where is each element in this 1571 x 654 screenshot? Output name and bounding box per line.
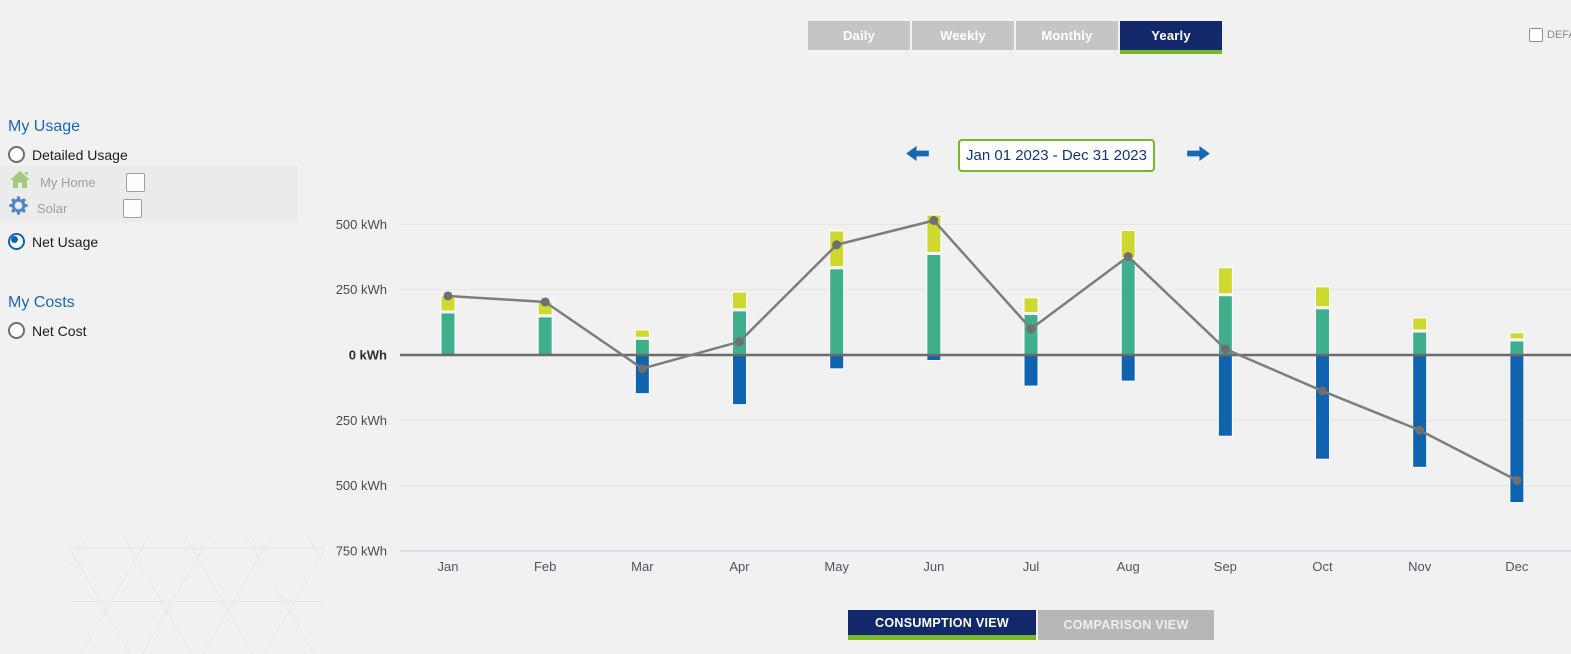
bar-blue-may[interactable] [829,354,845,370]
previous-period-arrow[interactable] [905,145,930,167]
my-home-label: My Home [40,174,96,190]
bar-yellow-jul[interactable] [1023,297,1039,314]
net-usage-label: Net Usage [32,233,99,250]
net-usage-point-mar[interactable] [637,364,647,374]
y-axis-tick-label: 250 kWh [336,413,387,428]
detailed-usage-option[interactable]: Detailed Usage [8,146,128,163]
y-axis-tick-label: 750 kWh [336,543,387,558]
net-usage-point-apr[interactable] [735,337,745,347]
net-usage-point-sep[interactable] [1220,344,1230,354]
tab-weekly[interactable]: Weekly [912,21,1014,50]
next-period-arrow[interactable] [1186,145,1211,167]
bar-yellow-oct[interactable] [1315,286,1331,308]
bar-green-apr[interactable] [732,310,748,356]
bar-green-feb[interactable] [537,316,553,356]
bar-green-oct[interactable] [1315,308,1331,356]
bar-green-jan[interactable] [440,312,456,356]
solar-checkbox[interactable] [123,198,142,218]
bar-yellow-dec[interactable] [1509,332,1525,340]
net-usage-point-nov[interactable] [1415,425,1425,435]
bar-green-jun[interactable] [926,253,942,356]
usage-chart-svg: 500 kWh 250 kWh 0 kWh 250 kWh 500 kWh 750 kWh… [336,214,1571,574]
period-tabs: Daily Weekly Monthly Yearly [808,21,1222,54]
default-checkbox-row: DEFA [1529,28,1571,42]
x-axis-month-label: Sep [1214,559,1237,574]
bar-green-dec[interactable] [1509,340,1525,356]
my-costs-heading: My Costs [8,294,75,311]
net-usage-point-jan[interactable] [443,291,453,301]
bar-blue-oct[interactable] [1315,354,1331,460]
y-axis-tick-label: 500 kWh [336,478,387,493]
detailed-usage-panel: My Home Solar [0,166,298,222]
consumption-view-button[interactable]: CONSUMPTION VIEW [848,610,1036,640]
detailed-usage-label: Detailed Usage [32,146,128,163]
bar-green-nov[interactable] [1412,331,1428,356]
net-cost-radio[interactable] [8,322,25,339]
bar-green-jul[interactable] [1023,314,1039,356]
net-usage-point-jun[interactable] [929,215,939,225]
net-usage-point-may[interactable] [832,240,842,250]
net-usage-point-dec[interactable] [1512,475,1522,485]
my-home-checkbox[interactable] [126,172,145,192]
comparison-view-button[interactable]: COMPARISON VIEW [1038,610,1214,640]
x-axis-month-label: Jun [923,559,944,574]
x-axis-month-label: Oct [1312,559,1333,574]
default-checkbox-label: DEFA [1547,29,1571,41]
net-usage-option[interactable]: Net Usage [8,233,98,250]
usage-chart: 500 kWh 250 kWh 0 kWh 250 kWh 500 kWh 750 kWh… [330,200,1571,585]
bar-blue-nov[interactable] [1412,354,1428,468]
hexagon-pattern-decoration [70,535,325,654]
y-axis-tick-label: 500 kWh [336,217,387,232]
x-axis-month-label: Apr [729,559,750,574]
home-icon [8,169,32,195]
net-usage-point-jul[interactable] [1026,324,1036,334]
detailed-usage-radio[interactable] [8,146,25,163]
x-axis-month-label: Dec [1505,559,1529,574]
net-usage-point-feb[interactable] [540,297,550,307]
bar-green-mar[interactable] [634,338,650,356]
x-axis-month-label: Jul [1023,559,1040,574]
bar-blue-sep[interactable] [1217,354,1233,437]
solar-row: Solar [8,195,142,221]
date-range-box[interactable]: Jan 01 2023 - Dec 31 2023 [958,139,1155,172]
bar-green-may[interactable] [829,268,845,356]
y-axis-tick-label: 250 kWh [336,282,387,297]
solar-label: Solar [37,200,68,216]
net-usage-point-aug[interactable] [1123,252,1133,262]
y-axis-tick-label: 0 kWh [349,348,387,363]
my-home-row: My Home [8,169,145,195]
bar-yellow-nov[interactable] [1412,317,1428,331]
x-axis-month-label: Feb [534,559,556,574]
tab-yearly[interactable]: Yearly [1120,21,1222,54]
bar-blue-jul[interactable] [1023,354,1039,387]
my-usage-heading: My Usage [8,118,81,135]
x-axis-month-label: May [824,559,849,574]
bar-blue-apr[interactable] [732,354,748,406]
net-usage-trend-line [447,219,1518,482]
x-axis-month-label: Mar [631,559,654,574]
tab-daily[interactable]: Daily [808,21,910,50]
x-axis-month-label: Nov [1408,559,1432,574]
default-checkbox[interactable] [1529,28,1543,42]
bar-yellow-apr[interactable] [732,291,748,310]
date-range-label: Jan 01 2023 - Dec 31 2023 [966,147,1147,164]
bar-blue-mar[interactable] [634,354,650,395]
view-switcher: CONSUMPTION VIEW COMPARISON VIEW [848,610,1214,640]
x-axis-month-label: Aug [1117,559,1140,574]
bar-green-aug[interactable] [1120,259,1136,356]
x-axis-month-label: Jan [438,559,459,574]
net-cost-option[interactable]: Net Cost [8,322,86,339]
bar-yellow-sep[interactable] [1217,267,1233,295]
tab-monthly[interactable]: Monthly [1016,21,1118,50]
bar-yellow-mar[interactable] [634,329,650,338]
gear-icon [8,195,29,221]
net-usage-radio[interactable] [8,233,25,250]
net-usage-point-oct[interactable] [1318,386,1328,396]
net-cost-label: Net Cost [32,322,87,339]
bar-blue-aug[interactable] [1120,354,1136,382]
